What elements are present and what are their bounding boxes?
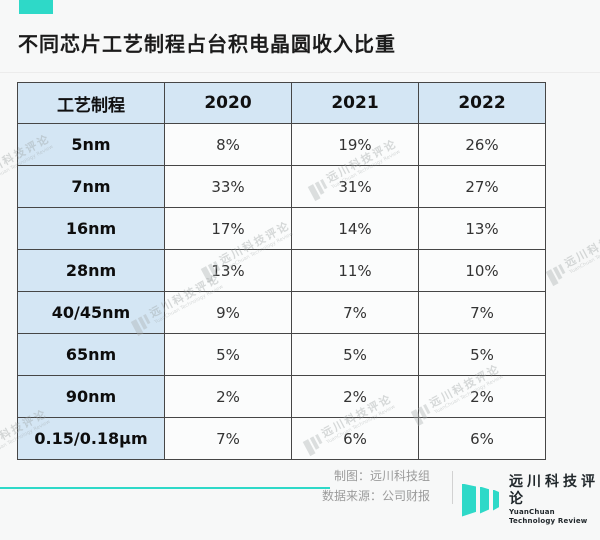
- column-header-process: 工艺制程: [17, 82, 165, 124]
- cell-value: 7%: [164, 417, 292, 460]
- cell-value: 6%: [291, 417, 419, 460]
- row-label: 28nm: [17, 249, 165, 292]
- credit-source: 数据来源：公司财报: [321, 489, 430, 503]
- table-row: 65nm 5% 5% 5%: [17, 333, 546, 376]
- brand-logo: 远川科技评论 YuanChuan Technology Review: [462, 474, 600, 526]
- cell-value: 5%: [291, 333, 419, 376]
- cell-value: 13%: [418, 207, 546, 250]
- cell-value: 5%: [164, 333, 292, 376]
- cell-value: 31%: [291, 165, 419, 208]
- cell-value: 5%: [418, 333, 546, 376]
- table-row: 28nm 13% 11% 10%: [17, 249, 546, 292]
- cell-value: 2%: [291, 375, 419, 418]
- row-label: 7nm: [17, 165, 165, 208]
- cell-value: 13%: [164, 249, 292, 292]
- cell-value: 33%: [164, 165, 292, 208]
- page-title: 不同芯片工艺制程占台积电晶圆收入比重: [18, 32, 396, 56]
- table-body: 5nm 8% 19% 26% 7nm 33% 31% 27% 16nm 17% …: [17, 123, 546, 460]
- table-header-row: 工艺制程 2020 2021 2022: [17, 82, 546, 124]
- table-row: 0.15/0.18μm 7% 6% 6%: [17, 417, 546, 460]
- row-label: 40/45nm: [17, 291, 165, 334]
- row-label: 5nm: [17, 123, 165, 166]
- cell-value: 17%: [164, 207, 292, 250]
- brand-name-cn: 远川科技评论: [509, 474, 599, 507]
- cell-value: 9%: [164, 291, 292, 334]
- process-node-revenue-table: 工艺制程 2020 2021 2022 5nm 8% 19% 26% 7nm 3…: [17, 82, 546, 460]
- row-label: 90nm: [17, 375, 165, 418]
- brand-logo-icon: [462, 482, 499, 518]
- table-row: 90nm 2% 2% 2%: [17, 375, 546, 418]
- cell-value: 2%: [418, 375, 546, 418]
- row-label: 16nm: [17, 207, 165, 250]
- row-label: 65nm: [17, 333, 165, 376]
- credit-maker: 制图：远川科技组: [333, 469, 430, 483]
- credits: 制图：远川科技组 数据来源：公司财报: [230, 466, 430, 506]
- cell-value: 14%: [291, 207, 419, 250]
- column-header-2021: 2021: [291, 82, 419, 124]
- cell-value: 8%: [164, 123, 292, 166]
- row-label: 0.15/0.18μm: [17, 417, 165, 460]
- column-header-2020: 2020: [164, 82, 292, 124]
- cell-value: 7%: [418, 291, 546, 334]
- table-row: 5nm 8% 19% 26%: [17, 123, 546, 166]
- accent-bar: [19, 0, 53, 14]
- cell-value: 11%: [291, 249, 419, 292]
- column-header-2022: 2022: [418, 82, 546, 124]
- cell-value: 27%: [418, 165, 546, 208]
- footer-accent-line: [0, 487, 330, 489]
- cell-value: 6%: [418, 417, 546, 460]
- watermark-logo-icon: [545, 264, 569, 287]
- cell-value: 10%: [418, 249, 546, 292]
- cell-value: 19%: [291, 123, 419, 166]
- footer-divider: [452, 471, 453, 504]
- table-row: 7nm 33% 31% 27%: [17, 165, 546, 208]
- title-divider: [0, 72, 600, 73]
- table-row: 40/45nm 9% 7% 7%: [17, 291, 546, 334]
- cell-value: 7%: [291, 291, 419, 334]
- brand-name-en: YuanChuan Technology Review: [509, 508, 588, 525]
- cell-value: 2%: [164, 375, 292, 418]
- table-row: 16nm 17% 14% 13%: [17, 207, 546, 250]
- cell-value: 26%: [418, 123, 546, 166]
